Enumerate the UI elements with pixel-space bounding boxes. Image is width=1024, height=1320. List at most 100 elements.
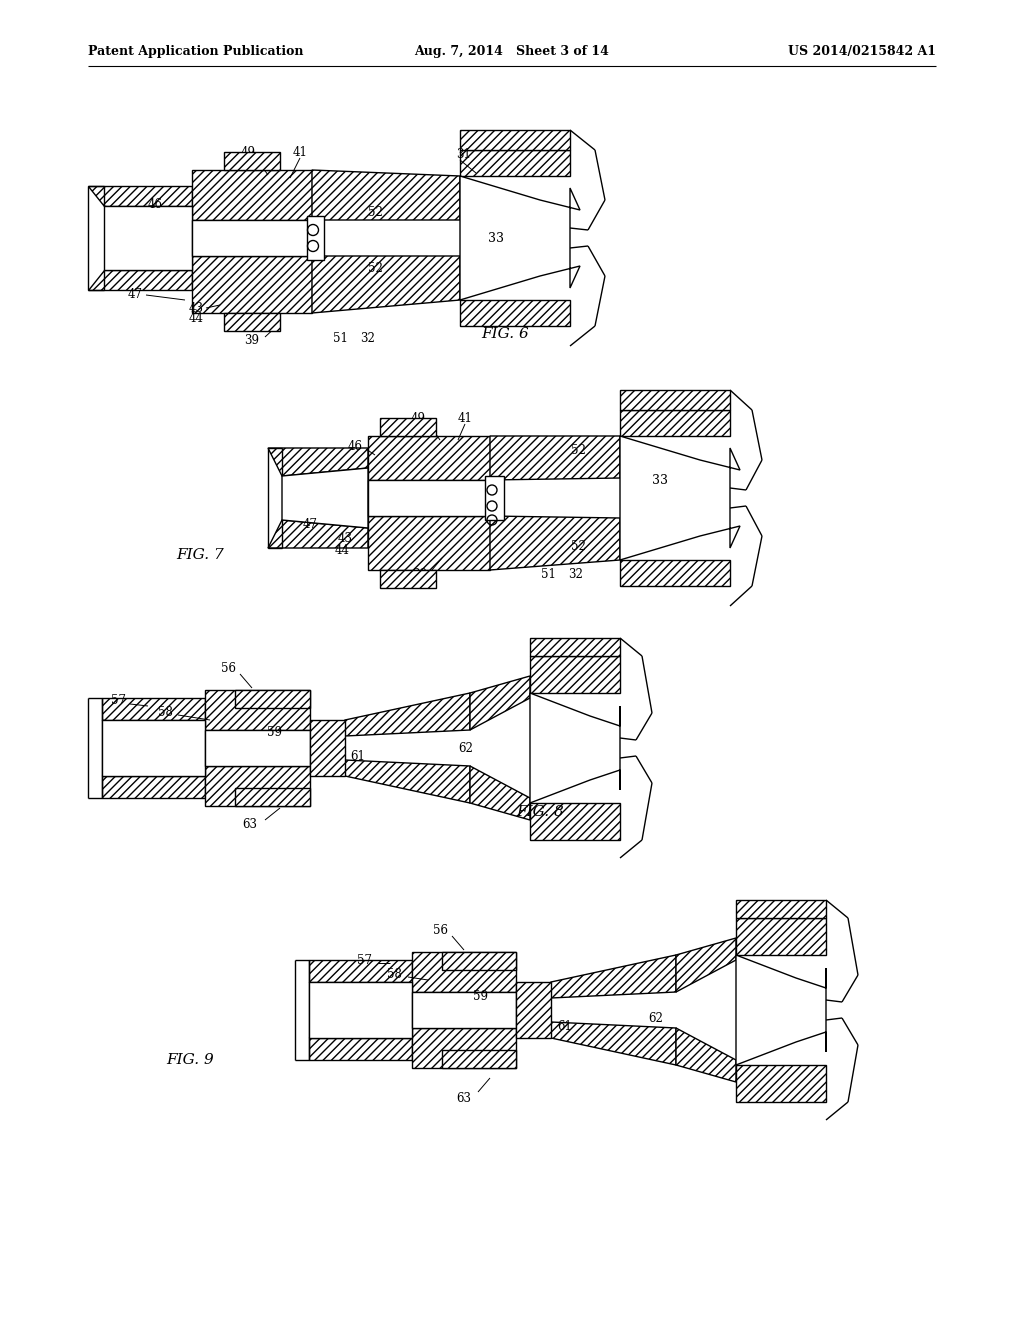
Text: FIG. 6: FIG. 6 [481,327,528,341]
Polygon shape [530,656,620,693]
Text: 43: 43 [338,532,352,544]
Polygon shape [620,411,730,436]
Polygon shape [412,952,516,993]
Text: FIG. 7: FIG. 7 [176,548,224,562]
Text: 49: 49 [241,145,256,158]
Text: 62: 62 [648,1011,664,1024]
Text: Patent Application Publication: Patent Application Publication [88,45,303,58]
Polygon shape [470,676,530,730]
Bar [412,993,516,1028]
Polygon shape [312,170,460,220]
Polygon shape [88,186,193,206]
Text: Aug. 7, 2014   Sheet 3 of 14: Aug. 7, 2014 Sheet 3 of 14 [415,45,609,58]
Polygon shape [551,1022,676,1065]
Polygon shape [88,271,193,290]
Polygon shape [620,560,730,586]
Polygon shape [345,693,470,737]
Text: 57: 57 [111,693,126,706]
Bar [736,900,826,917]
Text: 61: 61 [557,1019,572,1032]
Polygon shape [224,313,280,331]
Text: 44: 44 [188,312,204,325]
Polygon shape [205,690,310,730]
Bar [205,730,310,766]
Text: 52: 52 [368,261,382,275]
Text: 41: 41 [458,412,472,425]
Text: 46: 46 [347,440,362,453]
Polygon shape [460,300,570,326]
Polygon shape [485,477,504,520]
Text: 33: 33 [488,231,504,244]
Polygon shape [516,982,551,1038]
Text: 33: 33 [652,474,668,487]
Polygon shape [490,436,620,480]
Polygon shape [736,1065,826,1102]
Text: 46: 46 [147,198,163,211]
Bar [193,220,312,256]
Polygon shape [736,954,826,1065]
Polygon shape [102,776,205,799]
Polygon shape [442,952,516,970]
Polygon shape [412,1028,516,1068]
Text: FIG. 9: FIG. 9 [166,1053,214,1067]
Text: 41: 41 [293,145,307,158]
Polygon shape [380,570,436,587]
Text: 52: 52 [570,444,586,457]
Text: 43: 43 [188,301,204,314]
Text: 59: 59 [267,726,283,738]
Text: 51: 51 [333,331,347,345]
Polygon shape [309,960,412,982]
Bar [309,982,412,1038]
Polygon shape [368,436,490,480]
Text: FIG. 8: FIG. 8 [516,805,564,818]
Bar [530,638,620,656]
Text: 59: 59 [473,990,488,1003]
Polygon shape [460,150,570,176]
Text: 63: 63 [457,1092,471,1105]
Polygon shape [490,516,620,570]
Polygon shape [676,939,736,993]
Polygon shape [309,1038,412,1060]
Bar [368,480,490,516]
Text: 58: 58 [387,968,401,981]
Polygon shape [310,719,345,776]
Text: 57: 57 [356,953,372,966]
Text: 44: 44 [335,544,349,557]
Text: 32: 32 [360,331,376,345]
Polygon shape [620,436,740,560]
Polygon shape [676,1028,736,1082]
Text: 47: 47 [302,519,317,532]
Text: 47: 47 [128,289,142,301]
Bar [620,389,730,411]
Polygon shape [368,516,490,570]
Polygon shape [345,760,470,803]
Polygon shape [307,216,324,260]
Text: 58: 58 [158,705,172,718]
Polygon shape [442,1049,516,1068]
Text: US 2014/0215842 A1: US 2014/0215842 A1 [788,45,936,58]
Polygon shape [282,469,368,528]
Polygon shape [268,520,368,548]
Polygon shape [205,766,310,807]
Polygon shape [102,698,205,719]
Polygon shape [234,690,310,708]
Polygon shape [268,447,368,477]
Polygon shape [470,766,530,820]
Bar [460,129,570,150]
Polygon shape [551,954,676,998]
Text: 56: 56 [220,661,236,675]
Bar [102,719,205,776]
Text: 56: 56 [432,924,447,936]
Polygon shape [530,693,620,803]
Polygon shape [736,917,826,954]
Text: 32: 32 [568,568,584,581]
Polygon shape [312,256,460,313]
Polygon shape [234,788,310,807]
Text: 31: 31 [457,148,471,161]
Text: 39: 39 [245,334,259,346]
Text: 62: 62 [459,742,473,755]
Text: 52: 52 [368,206,382,219]
Text: 39: 39 [413,568,427,581]
Polygon shape [104,206,193,271]
Text: 49: 49 [411,412,426,425]
